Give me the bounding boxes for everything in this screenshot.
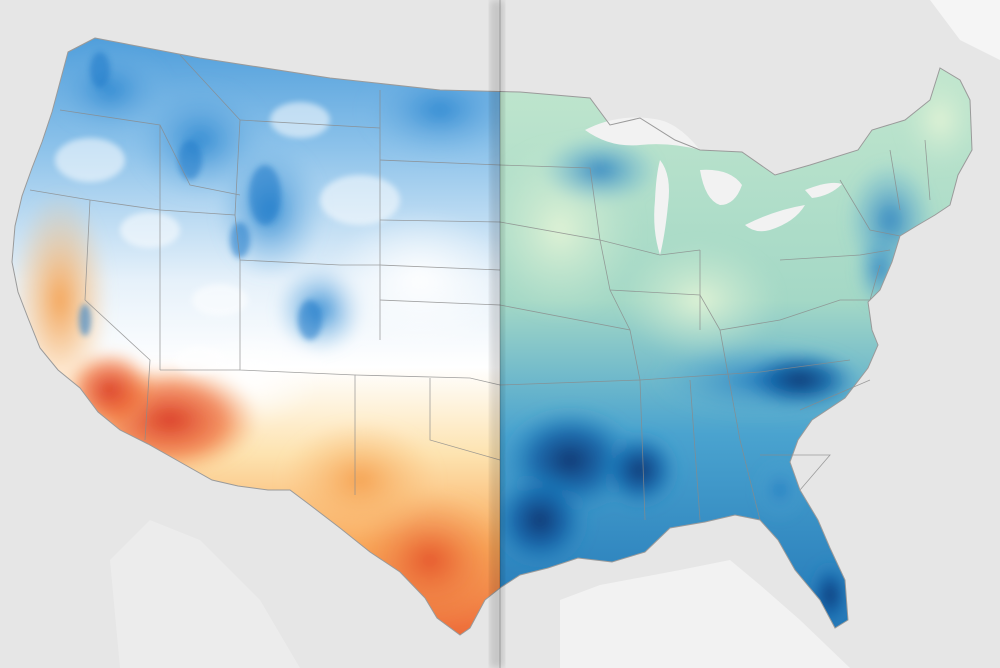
great-lakes [585,117,842,255]
panel-divider [490,0,504,668]
